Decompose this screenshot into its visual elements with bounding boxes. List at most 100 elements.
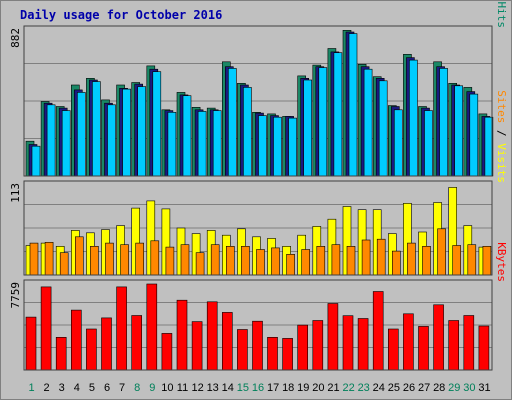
bar-sites-day-4 <box>75 236 84 276</box>
bar-pages-day-20 <box>318 67 328 177</box>
bar-sites-day-15 <box>241 246 250 276</box>
day-label-25: 25 <box>388 382 400 394</box>
bar-kbytes-day-29 <box>448 320 460 371</box>
bar-kbytes-day-7 <box>116 286 127 371</box>
bar-sites-day-16 <box>256 249 265 276</box>
series-label-part: Hits <box>495 2 508 29</box>
series-label-part: / <box>495 123 508 143</box>
bar-sites-day-28 <box>437 228 446 276</box>
bar-kbytes-day-15 <box>237 329 248 371</box>
day-label-9: 9 <box>149 382 155 394</box>
day-label-10: 10 <box>161 382 173 394</box>
chart-panels: 882 Pages / Files / Hits 113 Sites / Visits… <box>9 0 508 371</box>
bar-sites-day-2 <box>44 242 54 276</box>
bar-pages-day-22 <box>348 33 358 177</box>
panel-top-ymax-label: 882 <box>9 28 22 48</box>
bar-pages-day-5 <box>92 81 101 177</box>
bar-kbytes-day-23 <box>357 318 369 371</box>
bar-kbytes-day-27 <box>418 326 429 371</box>
panel-middle: 113 Sites / Visits <box>9 90 508 276</box>
day-label-13: 13 <box>207 382 219 394</box>
bar-pages-day-17 <box>273 116 282 177</box>
bar-sites-day-22 <box>346 246 356 276</box>
bar-pages-day-30 <box>469 93 479 177</box>
bar-kbytes-day-5 <box>86 328 97 371</box>
bar-pages-day-24 <box>378 80 388 177</box>
bar-kbytes-day-4 <box>71 309 82 371</box>
panel-bottom-border <box>23 279 493 371</box>
day-label-1: 1 <box>28 382 34 394</box>
bar-pages-day-19 <box>303 79 313 177</box>
bar-sites-day-18 <box>286 254 295 276</box>
day-label-26: 26 <box>403 382 415 394</box>
bar-sites-day-25 <box>391 250 401 276</box>
bar-sites-day-29 <box>452 245 462 276</box>
bar-kbytes-day-18 <box>282 338 293 371</box>
bar-pages-day-7 <box>122 88 131 177</box>
bar-kbytes-day-31 <box>478 325 490 371</box>
bar-kbytes-day-26 <box>403 313 414 371</box>
day-label-7: 7 <box>119 382 125 394</box>
bar-pages-day-27 <box>424 110 433 177</box>
bar-pages-day-8 <box>137 86 146 177</box>
bar-pages-day-23 <box>363 68 373 177</box>
series-label-part: / <box>495 0 508 2</box>
bar-kbytes-day-20 <box>312 320 324 371</box>
bar-sites-day-6 <box>105 242 114 276</box>
bar-pages-day-26 <box>409 59 418 177</box>
day-label-17: 17 <box>267 382 279 394</box>
bar-pages-day-1 <box>31 145 41 177</box>
bar-sites-day-26 <box>407 242 416 276</box>
day-label-11: 11 <box>177 382 188 394</box>
bar-sites-day-12 <box>195 252 205 276</box>
bar-pages-day-16 <box>258 115 267 177</box>
day-label-6: 6 <box>104 382 110 394</box>
bar-pages-day-12 <box>197 111 207 177</box>
bar-pages-day-29 <box>454 85 464 177</box>
bar-sites-day-9 <box>150 240 160 276</box>
bar-sites-day-1 <box>29 242 39 276</box>
panel-bottom-ymax-label: 7759 <box>9 282 22 309</box>
bar-kbytes-day-1 <box>25 316 37 371</box>
panel-top-border <box>23 25 493 177</box>
bar-kbytes-day-2 <box>40 286 52 371</box>
panel-top-series-label: Pages / Files / Hits <box>495 0 508 28</box>
series-label-part: KBytes <box>495 242 508 282</box>
day-label-14: 14 <box>222 382 234 394</box>
day-label-8: 8 <box>134 382 140 394</box>
bar-sites-day-19 <box>301 249 311 276</box>
day-label-22: 22 <box>342 382 354 394</box>
day-label-21: 21 <box>327 382 339 394</box>
bar-sites-day-17 <box>271 247 280 276</box>
bar-kbytes-day-13 <box>206 301 218 371</box>
series-label-part: Sites <box>495 90 508 123</box>
bar-sites-day-5 <box>90 246 99 276</box>
bar-sites-day-30 <box>467 244 477 276</box>
bar-kbytes-day-22 <box>342 315 354 371</box>
day-label-28: 28 <box>433 382 445 394</box>
day-label-30: 30 <box>463 382 475 394</box>
bar-kbytes-day-16 <box>252 320 263 371</box>
day-label-19: 19 <box>297 382 309 394</box>
panel-middle-border <box>23 180 493 276</box>
bar-sites-day-7 <box>120 244 129 276</box>
bar-kbytes-day-12 <box>191 321 203 371</box>
bar-pages-day-13 <box>212 110 222 177</box>
bar-pages-day-3 <box>61 110 71 177</box>
bar-kbytes-day-28 <box>433 304 444 371</box>
bar-kbytes-day-6 <box>101 317 112 371</box>
series-label-part: Visits <box>495 143 508 183</box>
bar-sites-day-13 <box>210 244 220 276</box>
day-label-18: 18 <box>282 382 294 394</box>
bar-pages-day-14 <box>228 68 237 177</box>
panel-bottom: 7759 KBytes <box>9 242 508 371</box>
bar-pages-day-18 <box>288 117 297 177</box>
bar-pages-day-25 <box>393 109 403 177</box>
bar-kbytes-day-30 <box>463 315 475 371</box>
bar-sites-day-8 <box>135 242 144 276</box>
panel-top: 882 Pages / Files / Hits <box>9 0 508 177</box>
bar-pages-day-15 <box>243 87 252 177</box>
bar-pages-day-10 <box>167 112 177 177</box>
